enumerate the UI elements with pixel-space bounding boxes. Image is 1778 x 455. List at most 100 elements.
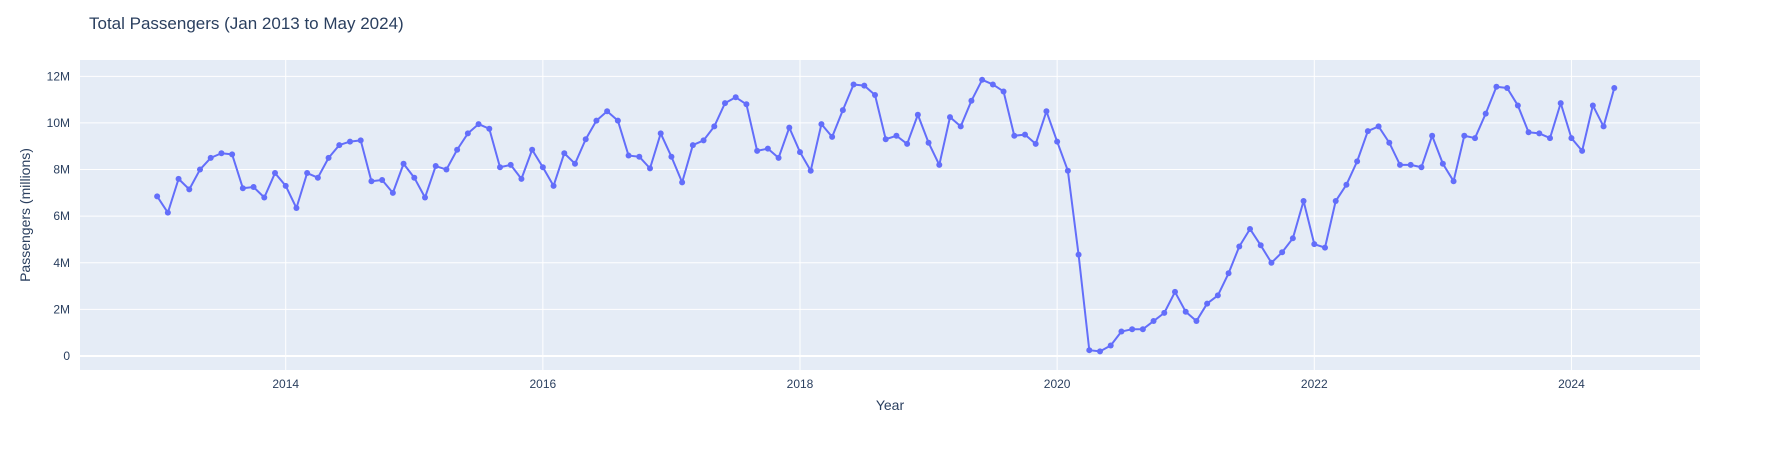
data-point <box>711 123 718 130</box>
data-point <box>1332 198 1339 205</box>
y-tick-label: 0 <box>63 349 70 363</box>
data-point <box>250 184 257 191</box>
x-tick-labels: 2014 2016 2018 2020 2022 2024 <box>272 377 1585 391</box>
x-tick-label: 2016 <box>530 377 557 391</box>
data-point <box>1289 235 1296 242</box>
data-point <box>1375 123 1382 130</box>
x-tick-label: 2020 <box>1044 377 1071 391</box>
data-point <box>357 137 364 144</box>
data-point <box>614 117 621 124</box>
data-point <box>507 161 514 168</box>
data-point <box>850 81 857 88</box>
data-point <box>1054 138 1061 145</box>
data-point <box>764 145 771 152</box>
series-points <box>154 76 1618 355</box>
y-tick-label: 8M <box>53 163 70 177</box>
data-point <box>775 154 782 161</box>
data-point <box>1525 129 1532 136</box>
data-point <box>968 97 975 104</box>
data-point <box>872 91 878 98</box>
data-point <box>282 182 289 189</box>
x-axis-title: Year <box>876 397 905 413</box>
data-point <box>957 123 964 130</box>
data-point <box>1461 132 1468 139</box>
data-point <box>1107 342 1114 349</box>
data-point <box>604 108 611 115</box>
y-tick-label: 2M <box>53 302 70 316</box>
data-point <box>625 152 632 159</box>
data-point <box>197 166 203 173</box>
y-gridlines <box>80 75 1700 358</box>
data-point <box>432 163 439 170</box>
data-point <box>1450 178 1457 185</box>
data-point <box>1611 84 1618 91</box>
data-point <box>1418 164 1425 171</box>
data-point <box>347 138 353 145</box>
data-point <box>1343 181 1350 188</box>
data-point <box>722 100 728 107</box>
y-tick-labels: 0 2M 4M 6M 8M 10M 12M <box>47 69 71 363</box>
data-point <box>1139 326 1146 333</box>
data-point <box>325 154 332 161</box>
data-point <box>797 149 803 156</box>
data-point <box>529 146 536 153</box>
data-point <box>1268 259 1275 266</box>
data-point <box>668 153 675 160</box>
data-point <box>829 133 836 140</box>
data-point <box>475 121 482 128</box>
data-point <box>1429 132 1436 139</box>
data-point <box>786 124 793 131</box>
data-point <box>1043 108 1050 115</box>
data-point <box>1547 135 1553 142</box>
x-tick-label: 2024 <box>1558 377 1585 391</box>
data-point <box>582 136 589 143</box>
data-point <box>1182 308 1189 315</box>
data-point <box>1568 135 1575 142</box>
data-point <box>1482 110 1489 117</box>
data-point <box>647 165 653 172</box>
data-point <box>1322 244 1328 251</box>
data-point <box>422 194 428 201</box>
data-point <box>904 140 911 147</box>
data-point <box>443 166 450 173</box>
data-point <box>839 107 846 114</box>
data-point <box>218 150 225 157</box>
data-point <box>207 154 214 161</box>
data-point <box>336 142 343 149</box>
data-point <box>368 178 375 185</box>
data-point <box>1257 242 1264 249</box>
data-point <box>1011 132 1018 139</box>
data-point <box>539 164 546 171</box>
data-point <box>1407 161 1414 168</box>
data-point <box>1000 88 1007 95</box>
data-point <box>1300 198 1307 205</box>
data-point <box>1279 249 1286 256</box>
y-tick-label: 10M <box>47 116 70 130</box>
y-tick-label: 4M <box>53 256 70 270</box>
data-point <box>1150 318 1157 325</box>
data-point <box>186 186 193 193</box>
data-point <box>411 174 418 181</box>
data-point <box>1589 102 1596 109</box>
data-point <box>561 150 568 157</box>
data-point <box>1579 147 1586 154</box>
data-point <box>1439 160 1446 167</box>
data-point <box>1600 123 1607 130</box>
data-point <box>272 170 278 177</box>
data-point <box>1064 167 1071 174</box>
data-point <box>1536 130 1543 137</box>
data-point <box>893 132 900 139</box>
data-point <box>732 94 739 101</box>
data-point <box>464 130 471 137</box>
data-point <box>1097 348 1103 355</box>
data-point <box>947 114 953 121</box>
data-point <box>1225 270 1232 277</box>
data-point <box>1086 347 1093 354</box>
data-point <box>936 161 943 168</box>
data-point <box>914 111 921 118</box>
data-point <box>175 175 182 182</box>
data-point <box>679 179 686 186</box>
y-tick-label: 6M <box>53 209 70 223</box>
x-tick-label: 2014 <box>272 377 299 391</box>
